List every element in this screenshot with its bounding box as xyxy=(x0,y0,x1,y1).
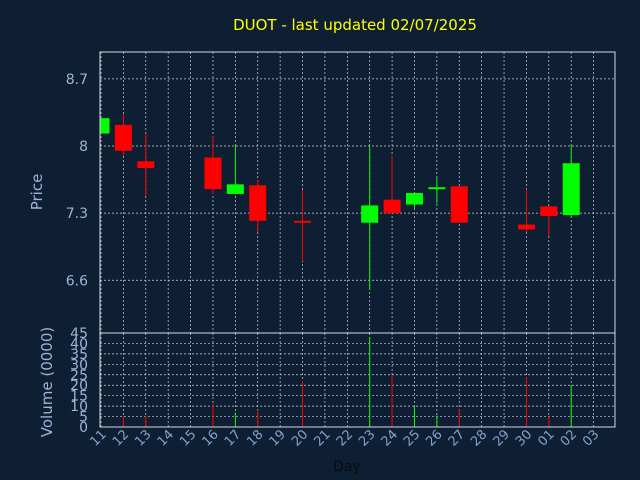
price-axis: 6.6 7.3 8 8.7 xyxy=(66,72,88,289)
volume-grid xyxy=(100,332,615,428)
x-tick-label: 29 xyxy=(491,427,513,449)
price-plot-frame xyxy=(99,51,616,334)
x-tick-label: 22 xyxy=(334,427,356,449)
candle-body xyxy=(249,185,267,221)
x-tick-label: 19 xyxy=(267,427,289,449)
candle-body xyxy=(114,124,132,151)
volume-tick-label: 15 xyxy=(70,389,88,405)
x-tick-label: 28 xyxy=(468,427,490,449)
candle-body xyxy=(100,118,110,134)
candle-body xyxy=(383,199,401,214)
x-tick-label: 15 xyxy=(177,427,199,449)
x-tick-label: 21 xyxy=(311,427,333,449)
price-axis-label: Price xyxy=(28,174,46,211)
x-tick-label: 12 xyxy=(110,427,132,449)
volume-tick-label: 40 xyxy=(70,336,88,352)
price-tick-label: 7.3 xyxy=(66,206,88,222)
volume-tick-label: 25 xyxy=(70,368,88,384)
date-axis: 11 12 13 14 15 16 17 18 19 20 21 22 23 24 25 26 27 28 29 30… xyxy=(88,427,603,449)
x-tick-label: 25 xyxy=(401,427,423,449)
candle-body xyxy=(540,206,558,216)
x-tick-label: 26 xyxy=(423,427,445,449)
x-tick-label: 18 xyxy=(244,427,266,449)
x-axis-label: Day xyxy=(333,459,361,475)
candle-body xyxy=(226,184,244,194)
x-tick-label: 16 xyxy=(199,427,221,449)
x-tick-label: 24 xyxy=(379,427,401,449)
chart-title: DUOT - last updated 02/07/2025 xyxy=(233,16,477,34)
x-tick-label: 20 xyxy=(289,427,311,449)
x-tick-label: 27 xyxy=(446,427,468,449)
price-grid xyxy=(100,52,615,333)
volume-tick-label: 5 xyxy=(79,410,88,426)
candle-body xyxy=(450,186,468,223)
candle-body xyxy=(517,224,535,230)
volume-tick-label: 0 xyxy=(79,420,88,436)
candle-body xyxy=(428,187,446,190)
candle-body xyxy=(204,157,222,190)
price-tick-label: 6.6 xyxy=(66,273,88,289)
x-tick-label: 13 xyxy=(132,427,154,449)
x-tick-label: 03 xyxy=(580,427,602,449)
x-tick-label: 02 xyxy=(558,427,580,449)
x-tick-label: 30 xyxy=(513,427,535,449)
volume-tick-label: 30 xyxy=(70,357,88,373)
volume-tick-label: 20 xyxy=(70,378,88,394)
x-tick-label: 11 xyxy=(88,427,110,449)
volume-tick-label: 35 xyxy=(70,347,88,363)
x-tick-label: 01 xyxy=(535,427,557,449)
x-tick-label: 14 xyxy=(155,427,177,449)
x-tick-label: 23 xyxy=(356,427,378,449)
candle-body xyxy=(405,192,423,205)
price-tick-label: 8.7 xyxy=(66,72,88,88)
volume-bar-series xyxy=(100,337,572,427)
candle-body xyxy=(294,220,312,223)
candlestick-series xyxy=(100,114,580,290)
volume-tick-label: 10 xyxy=(70,399,88,415)
x-tick-label: 17 xyxy=(222,427,244,449)
volume-axis-label: Volume (0000) xyxy=(38,327,56,437)
candle-body xyxy=(361,205,379,223)
volume-plot-frame xyxy=(99,332,616,428)
candle-body xyxy=(137,161,155,169)
candle-body xyxy=(562,163,580,216)
price-tick-label: 8 xyxy=(79,139,88,155)
volume-tick-label: 45 xyxy=(70,326,88,342)
